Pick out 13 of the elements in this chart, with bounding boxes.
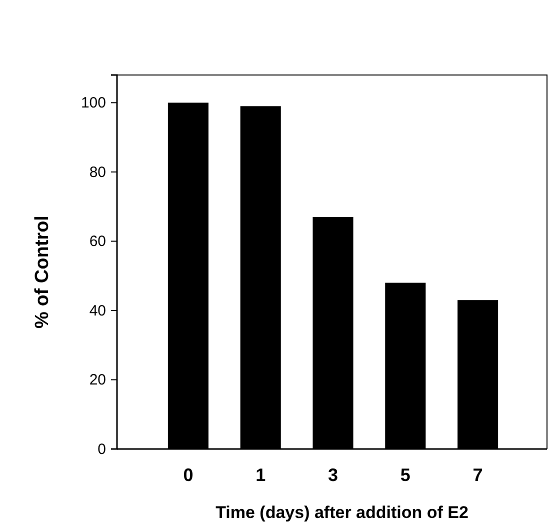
x-tick-label: 0 [183, 464, 194, 485]
y-tick-label: 40 [89, 302, 106, 320]
y-tick-label: 20 [89, 372, 106, 389]
x-axis-title: Time (days) after addition of E2 [216, 503, 468, 522]
y-tick-label: 80 [89, 164, 106, 181]
x-tick-label: 5 [400, 464, 410, 485]
x-tick-label: 3 [328, 464, 338, 485]
x-tick-label: 7 [472, 464, 483, 485]
y-tick-label: 100 [80, 94, 106, 112]
y-tick-label: 0 [98, 440, 106, 458]
y-tick-label: 60 [89, 233, 106, 250]
x-tick-label: 1 [256, 464, 266, 485]
y-axis-title: % of Control [32, 216, 53, 328]
